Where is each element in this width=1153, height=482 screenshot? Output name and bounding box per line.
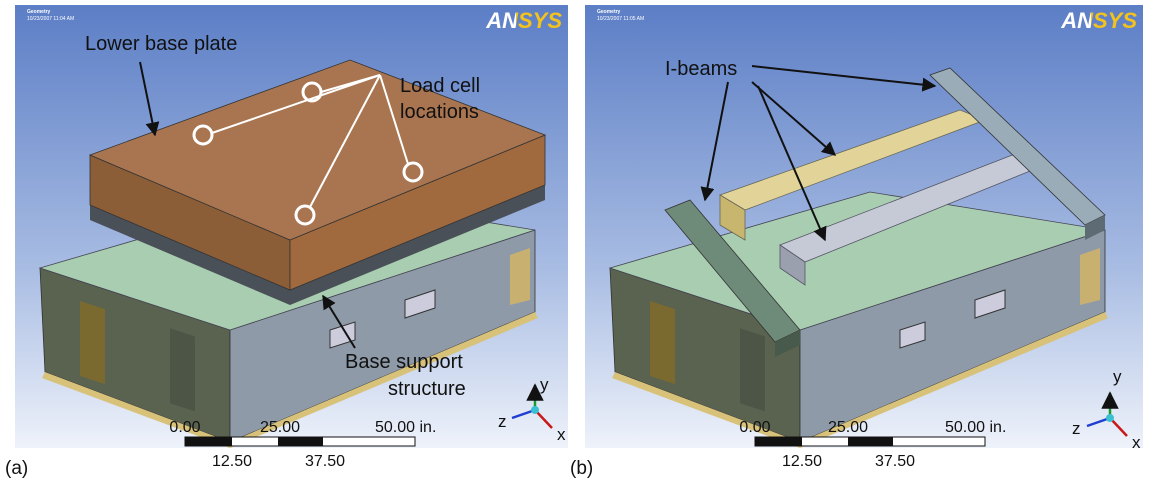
- annotation: Base support: [345, 351, 463, 373]
- axis-label: y: [540, 375, 549, 394]
- scale-label: 12.50: [782, 453, 822, 470]
- scale-bar: [754, 436, 986, 447]
- scale-label: 12.50: [212, 453, 252, 470]
- header-date: 10/23/2007 11:04 AM: [27, 16, 74, 22]
- scale-label: 0.00: [169, 419, 200, 436]
- arrows: [700, 65, 937, 242]
- panel: Geometry 10/23/2007 11:05 AM ANSYS I-bea…: [570, 5, 1143, 479]
- logo: ANSYS: [485, 8, 562, 33]
- annotation: locations: [400, 101, 479, 123]
- axis-label: z: [498, 412, 507, 431]
- axis-label: y: [1113, 367, 1122, 386]
- arrow: [139, 61, 160, 137]
- scale-label: 25.00: [828, 419, 868, 436]
- scale-label: 50.00 in.: [945, 419, 1006, 436]
- scale-label: 37.50: [875, 453, 915, 470]
- annotation: I-beams: [665, 58, 737, 80]
- end-beam: [1085, 215, 1105, 240]
- header-title: Geometry: [27, 9, 51, 15]
- logo: ANSYS: [1060, 8, 1137, 33]
- panel-label: (b): [570, 458, 593, 479]
- annotation: Load cell: [400, 75, 480, 97]
- arrow: [322, 294, 356, 349]
- scale-bar: [184, 436, 416, 447]
- header-date: 10/23/2007 11:05 AM: [597, 16, 644, 22]
- annotation: Lower base plate: [85, 33, 237, 55]
- axis-triad: [511, 383, 553, 429]
- axis-label: x: [1132, 433, 1141, 452]
- panel-label: (a): [5, 458, 28, 479]
- scale-label: 50.00 in.: [375, 419, 436, 436]
- panel: Geometry 10/23/2007 11:04 AM ANSYS Lower…: [5, 5, 568, 479]
- i-beam: [779, 244, 806, 286]
- end-beam: [775, 330, 800, 357]
- axis-label: x: [557, 425, 566, 444]
- scale-label: 37.50: [305, 453, 345, 470]
- scale-label: 25.00: [260, 419, 300, 436]
- annotation: structure: [388, 378, 466, 400]
- header-title: Geometry: [597, 9, 621, 15]
- beam-shadow: [90, 185, 545, 305]
- scale-label: 0.00: [739, 419, 770, 436]
- load-cells: [192, 74, 424, 226]
- i-beam: [719, 194, 746, 241]
- axis-triad: [1086, 391, 1128, 437]
- plate-top: [88, 59, 547, 241]
- axis-label: z: [1072, 419, 1081, 438]
